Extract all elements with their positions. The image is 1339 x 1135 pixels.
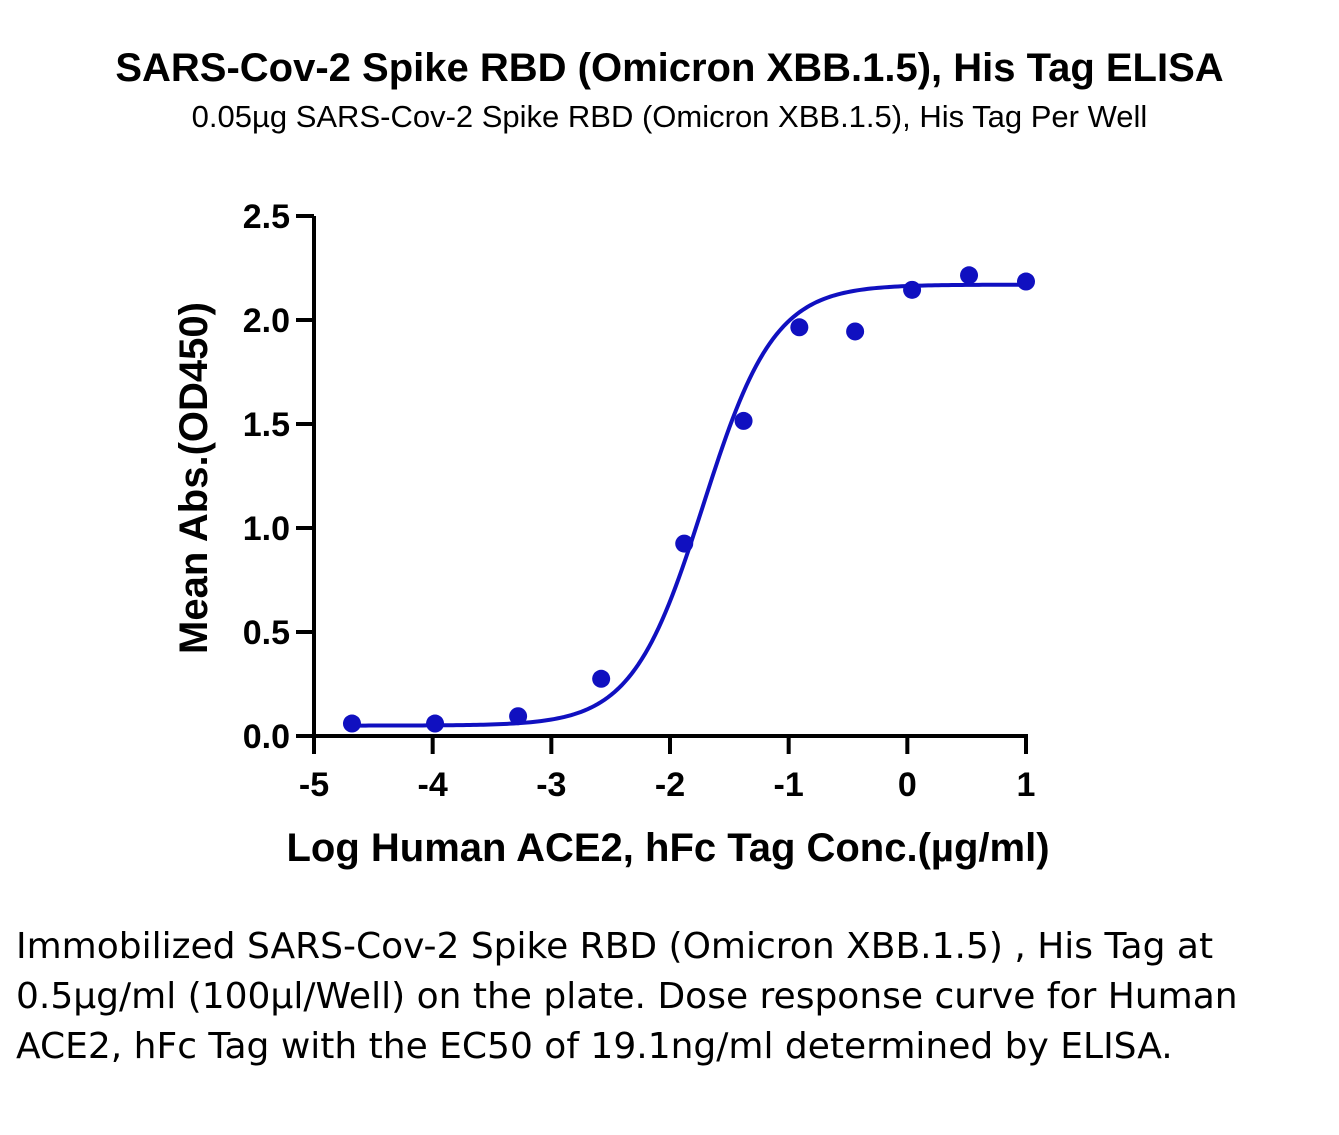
data-point bbox=[960, 266, 979, 285]
data-points bbox=[342, 266, 1035, 733]
y-tick-label: 1.0 bbox=[243, 510, 290, 548]
data-point bbox=[342, 714, 361, 733]
x-tick-label: -1 bbox=[774, 766, 804, 804]
x-tick-label: -2 bbox=[655, 766, 685, 804]
x-tick-label: -4 bbox=[418, 766, 448, 804]
y-tick-label: 0.5 bbox=[243, 614, 290, 652]
data-point bbox=[790, 318, 809, 337]
data-point bbox=[1017, 272, 1035, 291]
data-point bbox=[509, 707, 528, 726]
data-point bbox=[675, 534, 694, 553]
fit-curve-group bbox=[351, 282, 1027, 728]
x-tick-label: 1 bbox=[1017, 766, 1036, 804]
data-point bbox=[426, 714, 445, 733]
fit-curve bbox=[351, 282, 1027, 728]
x-tick-label: -3 bbox=[536, 766, 566, 804]
data-point bbox=[592, 669, 611, 688]
x-axis-label: Log Human ACE2, hFc Tag Conc.(µg/ml) bbox=[286, 826, 1049, 870]
y-axis: 0.0 0.5 1.0 1.5 2.0 2.5 bbox=[243, 198, 316, 756]
y-tick-label: 1.5 bbox=[243, 406, 290, 444]
x-tick-label: -5 bbox=[299, 766, 329, 804]
y-axis-label: Mean Abs.(OD450) bbox=[172, 302, 216, 654]
data-point bbox=[734, 411, 753, 430]
data-point bbox=[903, 280, 922, 299]
chart-subtitle: 0.05µg SARS-Cov-2 Spike RBD (Omicron XBB… bbox=[191, 99, 1148, 134]
x-tick-label: 0 bbox=[898, 766, 917, 804]
chart-title: SARS-Cov-2 Spike RBD (Omicron XBB.1.5), … bbox=[115, 46, 1224, 90]
figure-caption: Immobilized SARS-Cov-2 Spike RBD (Omicro… bbox=[16, 926, 1238, 1067]
data-point bbox=[846, 322, 865, 341]
x-axis: -5 -4 -3 -2 -1 0 1 bbox=[299, 734, 1036, 804]
y-tick-label: 2.5 bbox=[243, 198, 290, 236]
y-tick-label: 2.0 bbox=[243, 302, 290, 340]
y-tick-label: 0.0 bbox=[243, 718, 290, 756]
